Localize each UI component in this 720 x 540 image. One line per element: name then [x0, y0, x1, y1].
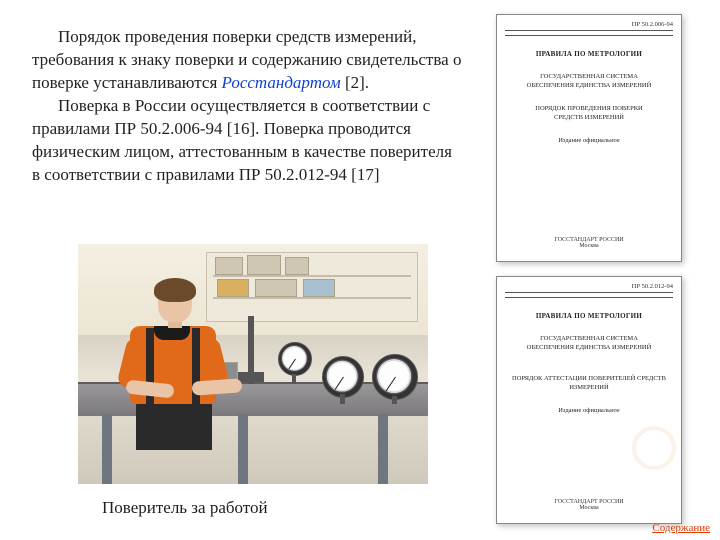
doc-thumb-2: ПР 50.2.012-94 ПРАВИЛА ПО МЕТРОЛОГИИ ГОС… [496, 276, 682, 524]
p1-b: [2]. [341, 73, 369, 92]
doc2-line3: ПОРЯДОК АТТЕСТАЦИИ ПОВЕРИТЕЛЕЙ СРЕДСТВ И… [505, 374, 673, 392]
photo-person [96, 282, 226, 452]
photo-shelf [206, 252, 418, 322]
doc2-title: ПРАВИЛА ПО МЕТРОЛОГИИ [505, 312, 673, 320]
photo-caption: Поверитель за работой [102, 498, 268, 518]
doc1-line2-text: ОБЕСПЕЧЕНИЯ ЕДИНСТВА ИЗМЕРЕНИЙ [527, 82, 652, 89]
doc1-line1: ГОСУДАРСТВЕННАЯ СИСТЕМА ОБЕСПЕЧЕНИЯ ЕДИН… [505, 72, 673, 90]
decorative-circle [632, 426, 676, 470]
doc2-rule [505, 297, 673, 298]
doc1-rule [505, 35, 673, 36]
doc2-footer: ГОССТАНДАРТ РОССИИ Москва [497, 499, 681, 511]
doc2-footer2: Москва [579, 505, 598, 511]
doc-thumb-1: ПР 50.2.006-94 ПРАВИЛА ПО МЕТРОЛОГИИ ГОС… [496, 14, 682, 262]
doc2-line2-text: ОБЕСПЕЧЕНИЯ ЕДИНСТВА ИЗМЕРЕНИЙ [527, 344, 652, 351]
p1-ros: Росстандартом [222, 73, 341, 92]
doc2-line1-text: ГОСУДАРСТВЕННАЯ СИСТЕМА [540, 335, 638, 342]
doc2-line1: ГОСУДАРСТВЕННАЯ СИСТЕМА ОБЕСПЕЧЕНИЯ ЕДИН… [505, 334, 673, 352]
doc1-line1-text: ГОСУДАРСТВЕННАЯ СИСТЕМА [540, 73, 638, 80]
doc1-footer2: Москва [579, 243, 598, 249]
doc1-line3-text: ПОРЯДОК ПРОВЕДЕНИЯ ПОВЕРКИ [535, 105, 643, 112]
doc1-title: ПРАВИЛА ПО МЕТРОЛОГИИ [505, 50, 673, 58]
doc1-line3: ПОРЯДОК ПРОВЕДЕНИЯ ПОВЕРКИ СРЕДСТВ ИЗМЕР… [505, 104, 673, 122]
body-text: Порядок проведения поверки средств измер… [32, 26, 462, 187]
paragraph-2: Поверка в России осуществляется в соотве… [32, 95, 462, 187]
doc2-line5: Издание официальное [505, 406, 673, 415]
doc1-line4-text: СРЕДСТВ ИЗМЕРЕНИЙ [554, 114, 624, 121]
paragraph-1: Порядок проведения поверки средств измер… [32, 26, 462, 95]
doc1-code: ПР 50.2.006-94 [505, 21, 673, 31]
doc2-code: ПР 50.2.012-94 [505, 283, 673, 293]
doc1-line5: Издание официальное [505, 136, 673, 145]
contents-link[interactable]: Содержание [652, 522, 710, 534]
doc1-footer: ГОССТАНДАРТ РОССИИ Москва [497, 237, 681, 249]
photo-verifier [78, 244, 428, 484]
slide: Порядок проведения поверки средств измер… [0, 0, 720, 540]
